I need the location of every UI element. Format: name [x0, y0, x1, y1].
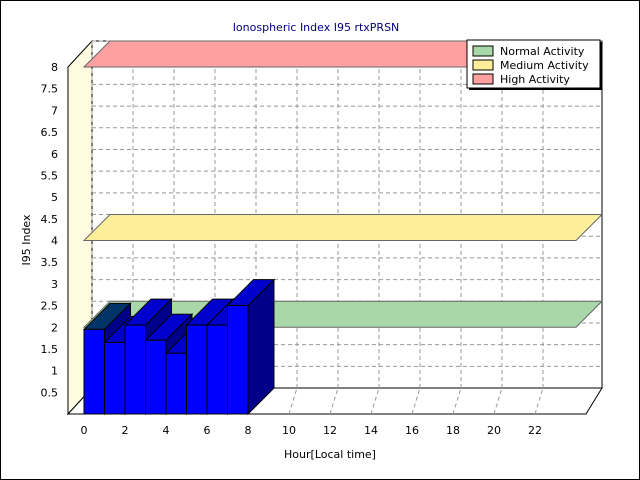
y-tick-label: 0.5: [41, 386, 59, 399]
floor-grid-line: [534, 387, 544, 415]
y-tick-label: 3.5: [41, 256, 59, 269]
y-tick-label: 5: [51, 191, 58, 204]
legend-swatch: [472, 45, 494, 57]
y-tick-label: 4: [51, 235, 58, 248]
y-tick-label: 6: [51, 148, 58, 161]
x-tick-label: 4: [163, 424, 170, 437]
legend-swatch: [472, 59, 494, 71]
y-axis-label: I95 Index: [20, 214, 33, 266]
x-axis-ticks: 0 2 4 6 8 10 12 14 16 18 20 22: [81, 424, 543, 437]
y-tick-label: 5.5: [41, 169, 59, 182]
y-tick-label: 7.5: [41, 83, 59, 96]
floor-grid-line: [288, 387, 298, 415]
y-axis-ticks: 0.5 1 1.5 2 2.5 3 3.5 4 4.5 5 5.5 6 6.5 7 7.5 8: [41, 61, 59, 399]
floor-grid-line: [452, 387, 462, 415]
y-tick-label: 6.5: [41, 126, 59, 139]
y-tick-label: 2: [51, 321, 58, 334]
legend-label: Medium Activity: [500, 59, 589, 72]
x-tick-label: 6: [204, 424, 211, 437]
floor-grid-line: [493, 387, 503, 415]
y-tick-label: 3: [51, 278, 58, 291]
x-tick-label: 20: [487, 424, 501, 437]
x-tick-label: 0: [81, 424, 88, 437]
y-tick-label: 8: [51, 61, 58, 74]
x-tick-label: 2: [122, 424, 129, 437]
floor-grid-line: [370, 387, 380, 415]
x-tick-label: 10: [282, 424, 296, 437]
legend-swatch: [472, 73, 494, 85]
floor-grid-line: [329, 387, 339, 415]
y-tick-label: 2.5: [41, 300, 59, 313]
y-tick-label: 1.5: [41, 343, 59, 356]
y-tick-label: 1: [51, 365, 58, 378]
chart-title: Ionospheric Index I95 rtxPRSN: [233, 21, 400, 34]
y-tick-label: 7: [51, 104, 58, 117]
x-tick-label: 22: [528, 424, 542, 437]
x-tick-label: 14: [364, 424, 378, 437]
legend-label: High Activity: [500, 73, 570, 86]
band-top: [82, 214, 604, 241]
x-tick-label: 8: [245, 424, 252, 437]
y-tick-label: 4.5: [41, 213, 59, 226]
x-tick-label: 18: [446, 424, 460, 437]
data-bars: [82, 278, 276, 416]
legend-label: Normal Activity: [500, 45, 585, 58]
x-tick-label: 16: [405, 424, 419, 437]
x-tick-label: 12: [323, 424, 337, 437]
floor-grid-line: [411, 387, 421, 415]
x-axis-label: Hour[Local time]: [284, 448, 376, 461]
bar: [227, 305, 249, 415]
